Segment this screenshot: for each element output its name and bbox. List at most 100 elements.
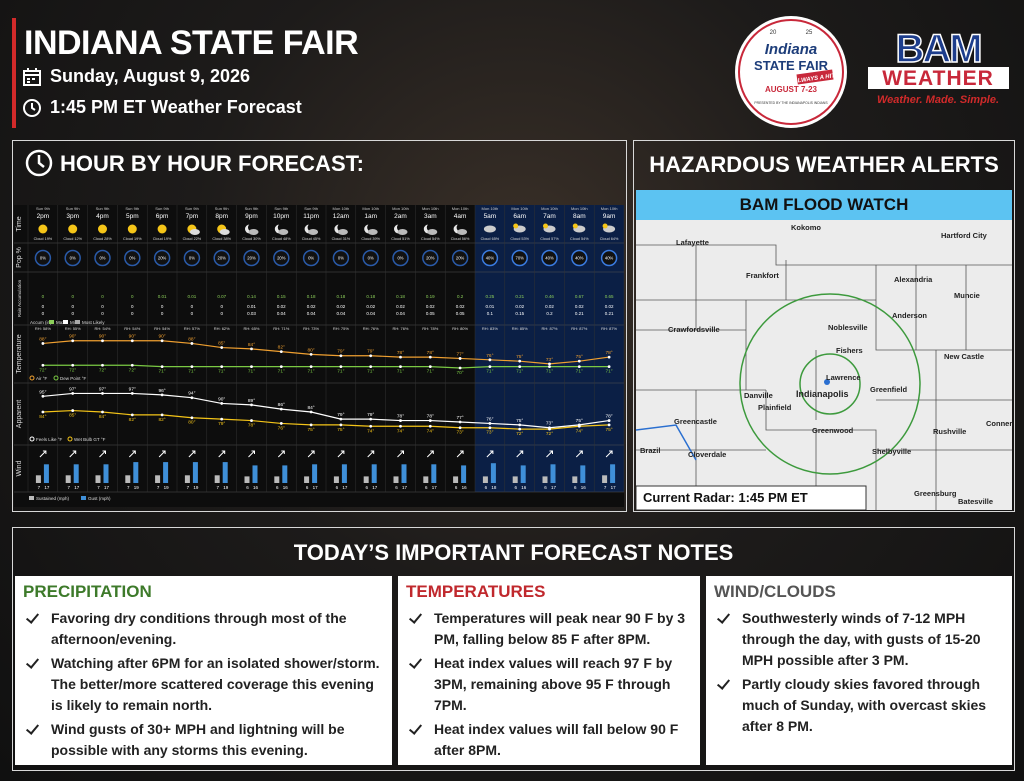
- check-icon: [408, 655, 423, 669]
- note-box: WIND/CLOUDS Southwesterly winds of 7-12 M…: [706, 576, 1012, 765]
- feels-like-line-point: [190, 396, 194, 400]
- wind-sustained-label: 6: [336, 485, 339, 490]
- wind-gust-bar: [580, 465, 586, 483]
- relative-humidity: RH: 80%: [452, 326, 468, 331]
- cloud-icon: [337, 229, 348, 235]
- rain-max: 0: [71, 294, 74, 299]
- day-label: Sun 9th: [155, 206, 169, 211]
- air-temp-line-label: 78°: [427, 350, 434, 356]
- relative-humidity: RH: 65%: [243, 326, 259, 331]
- air-temp-line-label: 90°: [69, 334, 76, 340]
- range-ring: [739, 293, 921, 475]
- map-caption: Current Radar: 1:45 PM ET: [643, 490, 808, 505]
- dew-point-line-label: 71°: [397, 369, 404, 375]
- wind-sustained-bar: [393, 476, 399, 483]
- wet-bulb-line-point: [309, 423, 313, 427]
- pop-value: 0%: [189, 256, 195, 261]
- dew-point-line-label: 71°: [248, 369, 255, 375]
- dew-point-line-point: [220, 365, 224, 369]
- note-item: Favoring dry conditions through most of …: [23, 608, 384, 650]
- air-temp-line-point: [279, 350, 283, 354]
- wet-bulb-line-point: [160, 413, 164, 417]
- pop-value: 0%: [368, 256, 374, 261]
- city-label: Greenfield: [870, 385, 908, 394]
- notes-panel: [12, 527, 1015, 771]
- rain-most-likely: 0: [161, 304, 164, 309]
- day-label: Sun 9th: [215, 206, 229, 211]
- time-label: 10pm: [273, 213, 289, 220]
- wind-sustained-label: 7: [127, 485, 130, 490]
- day-label: Sun 9th: [304, 206, 318, 211]
- time-label: 3am: [424, 213, 437, 220]
- city-label: Brazil: [640, 446, 660, 455]
- pop-ring: [153, 249, 171, 267]
- day-label: Mon 10th: [392, 206, 409, 211]
- wind-sustained-label: 6: [365, 485, 368, 490]
- feels-like-line-point: [160, 393, 164, 397]
- dew-point-line-point: [130, 363, 134, 367]
- wind-sustained-label: 7: [216, 485, 219, 490]
- wind-sustained-bar: [482, 476, 488, 483]
- city-label: Cloverdale: [688, 450, 726, 459]
- air-temp-line-label: 77°: [456, 351, 463, 357]
- relative-humidity: RH: 58%: [35, 326, 51, 331]
- legend-label: Air °F: [36, 376, 48, 381]
- relative-humidity: RH: 76%: [363, 326, 379, 331]
- rain-min: 0.21: [575, 311, 584, 316]
- time-label: 7pm: [186, 213, 199, 220]
- air-temp-line-point: [220, 346, 224, 349]
- legend-swatch: [29, 496, 34, 500]
- feels-like-line-point: [71, 392, 75, 395]
- legend-label: Max: [56, 320, 65, 325]
- day-label: Mon 10th: [511, 206, 528, 211]
- pop-ring: [64, 249, 81, 267]
- wind-arrow: [456, 450, 464, 458]
- wind-sustained-label: 6: [544, 485, 547, 490]
- feels-like-line-point: [101, 392, 104, 395]
- feels-like-line-label: 75°: [576, 418, 583, 424]
- rain-max: 0.18: [337, 294, 346, 299]
- legend-swatch: [29, 436, 35, 442]
- cloud-cover: Cloud 53%: [510, 237, 529, 241]
- air-temp-line: [42, 340, 610, 365]
- time-label: 4pm: [96, 213, 109, 220]
- city-label: Muncie: [954, 291, 980, 300]
- feels-like-line-label: 75°: [516, 418, 523, 424]
- rain-min: 0.1: [487, 311, 494, 316]
- dew-point-line-point: [250, 365, 253, 369]
- wind-sustained-label: 7: [67, 485, 70, 490]
- feels-like-line-point: [220, 402, 224, 405]
- pop-ring: [362, 249, 379, 267]
- wet-bulb-line-label: 84°: [39, 414, 46, 420]
- rain-most-likely: 0.02: [366, 304, 375, 309]
- wind-gust-bar: [550, 464, 556, 483]
- time-label: 8am: [573, 213, 586, 220]
- note-text: Southwesterly winds of 7-12 MPH through …: [742, 610, 981, 668]
- feels-like-line-label: 97°: [129, 386, 136, 392]
- wind-gust-label: 17: [402, 485, 408, 490]
- relative-humidity: RH: 76%: [392, 326, 408, 331]
- air-temp-line-label: 75°: [516, 354, 523, 360]
- wet-bulb-line-point: [339, 423, 343, 427]
- wind-sustained-label: 6: [485, 485, 488, 490]
- calendar-icon: [23, 67, 41, 86]
- cloud-cover: Cloud 31%: [332, 237, 351, 241]
- air-temp-line-label: 88°: [39, 336, 46, 342]
- rain-most-likely: 0.02: [307, 304, 316, 309]
- logo-year: 20: [770, 30, 777, 36]
- cloud-cover: Cloud 12%: [63, 237, 82, 241]
- cloud-icon: [367, 229, 378, 235]
- note-text: Wind gusts of 30+ MPH and lightning will…: [51, 721, 345, 758]
- wind-gust-label: 16: [283, 485, 289, 490]
- feels-like-line-point: [607, 419, 611, 422]
- pop-value: 0%: [40, 256, 46, 261]
- pop-ring: [571, 249, 588, 267]
- rain-most-likely: 0.02: [515, 304, 524, 309]
- cloud-cover: Cloud 28%: [93, 237, 112, 241]
- dew-point-line-point: [399, 365, 402, 369]
- time-label: 12am: [333, 213, 349, 220]
- wind-sustained-label: 7: [187, 485, 190, 490]
- day-label: Mon 10th: [541, 206, 558, 211]
- cloud-icon: [483, 225, 496, 233]
- wind-sustained-label: 6: [574, 485, 577, 490]
